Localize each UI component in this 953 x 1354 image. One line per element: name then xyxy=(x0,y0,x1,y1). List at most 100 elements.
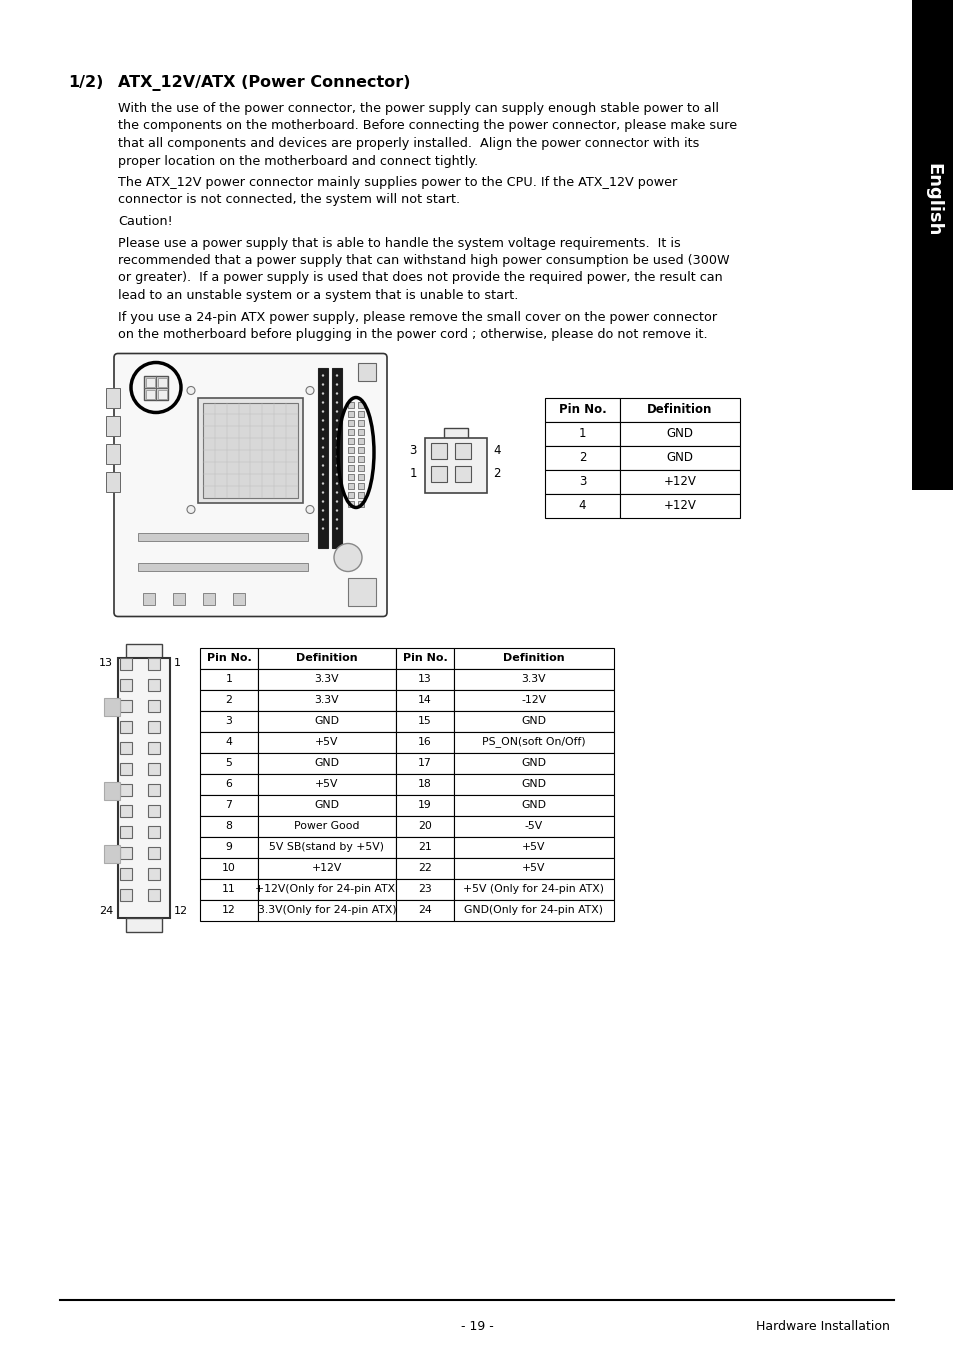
Bar xyxy=(138,532,308,540)
Bar xyxy=(357,420,364,425)
Bar xyxy=(619,470,740,493)
Text: connector is not connected, the system will not start.: connector is not connected, the system w… xyxy=(118,194,459,207)
Text: +12V: +12V xyxy=(663,500,696,512)
Bar xyxy=(118,658,170,918)
Text: 1/2): 1/2) xyxy=(68,74,103,89)
Bar xyxy=(148,888,160,900)
Text: GND: GND xyxy=(314,716,339,726)
Bar xyxy=(200,731,257,753)
Text: GND: GND xyxy=(314,800,339,810)
Text: 2: 2 xyxy=(493,467,500,481)
Bar xyxy=(233,593,245,604)
Bar xyxy=(120,658,132,669)
Text: 4: 4 xyxy=(225,737,233,747)
Bar xyxy=(257,689,395,711)
Bar xyxy=(148,700,160,711)
Text: +5V: +5V xyxy=(521,842,545,852)
Bar xyxy=(198,398,303,502)
Text: PS_ON(soft On/Off): PS_ON(soft On/Off) xyxy=(481,737,585,747)
Bar xyxy=(148,762,160,774)
Bar xyxy=(619,398,740,421)
Bar xyxy=(143,593,154,604)
Bar xyxy=(455,466,471,482)
Bar xyxy=(395,899,454,921)
Bar xyxy=(348,428,354,435)
Circle shape xyxy=(335,447,338,448)
Text: -12V: -12V xyxy=(521,695,546,705)
Bar xyxy=(317,367,328,547)
Text: 23: 23 xyxy=(417,884,432,894)
Bar xyxy=(454,773,614,795)
Bar xyxy=(148,826,160,838)
Bar xyxy=(104,781,120,799)
Text: 1: 1 xyxy=(578,427,586,440)
Bar xyxy=(200,899,257,921)
Bar xyxy=(148,804,160,816)
Text: or greater).  If a power supply is used that does not provide the required power: or greater). If a power supply is used t… xyxy=(118,272,722,284)
Bar xyxy=(120,868,132,880)
Bar xyxy=(120,700,132,711)
Bar xyxy=(126,643,162,658)
Text: 2: 2 xyxy=(225,695,233,705)
Circle shape xyxy=(321,519,324,521)
Text: Definition: Definition xyxy=(647,403,712,416)
Circle shape xyxy=(335,500,338,502)
Bar xyxy=(395,711,454,731)
Text: 6: 6 xyxy=(225,779,233,789)
Text: The ATX_12V power connector mainly supplies power to the CPU. If the ATX_12V pow: The ATX_12V power connector mainly suppl… xyxy=(118,176,677,190)
Text: Definition: Definition xyxy=(295,653,357,663)
Bar xyxy=(395,689,454,711)
Bar xyxy=(148,658,160,669)
Text: English: English xyxy=(923,164,941,237)
Text: 3.3V(Only for 24-pin ATX): 3.3V(Only for 24-pin ATX) xyxy=(257,904,395,915)
Text: recommended that a power supply that can withstand high power consumption be use: recommended that a power supply that can… xyxy=(118,255,729,267)
Bar xyxy=(395,753,454,773)
Text: 12: 12 xyxy=(173,906,188,917)
Circle shape xyxy=(321,474,324,475)
Bar xyxy=(544,445,619,470)
Bar xyxy=(257,837,395,857)
Text: 10: 10 xyxy=(222,862,235,873)
Bar xyxy=(203,593,214,604)
Bar xyxy=(357,437,364,444)
Bar xyxy=(911,0,953,490)
Text: Power Good: Power Good xyxy=(294,821,359,831)
Text: GND(Only for 24-pin ATX): GND(Only for 24-pin ATX) xyxy=(464,904,603,915)
Text: Definition: Definition xyxy=(502,653,564,663)
Circle shape xyxy=(335,492,338,494)
Bar xyxy=(395,647,454,669)
Circle shape xyxy=(187,386,194,394)
Bar xyxy=(332,367,341,547)
Circle shape xyxy=(335,383,338,386)
Bar xyxy=(200,669,257,689)
Bar xyxy=(257,647,395,669)
Bar xyxy=(257,669,395,689)
Bar xyxy=(200,711,257,731)
Bar xyxy=(454,731,614,753)
Text: 17: 17 xyxy=(417,758,432,768)
Bar xyxy=(120,846,132,858)
Text: 21: 21 xyxy=(417,842,432,852)
Bar xyxy=(395,731,454,753)
Circle shape xyxy=(334,543,361,571)
Text: -5V: -5V xyxy=(524,821,542,831)
Bar xyxy=(257,899,395,921)
Bar xyxy=(200,837,257,857)
Bar xyxy=(348,455,354,462)
Text: 24: 24 xyxy=(417,904,432,915)
Circle shape xyxy=(335,527,338,529)
Bar xyxy=(106,444,120,463)
Bar xyxy=(257,879,395,899)
Text: 3.3V: 3.3V xyxy=(521,674,546,684)
Text: 2: 2 xyxy=(578,451,586,464)
Bar xyxy=(148,846,160,858)
Text: GND: GND xyxy=(314,758,339,768)
Text: +12V: +12V xyxy=(312,862,342,873)
Circle shape xyxy=(306,505,314,513)
Text: 13: 13 xyxy=(417,674,432,684)
Text: lead to an unstable system or a system that is unable to start.: lead to an unstable system or a system t… xyxy=(118,288,517,302)
Circle shape xyxy=(321,393,324,395)
Bar xyxy=(348,474,354,479)
Circle shape xyxy=(335,464,338,467)
Bar xyxy=(203,402,297,497)
